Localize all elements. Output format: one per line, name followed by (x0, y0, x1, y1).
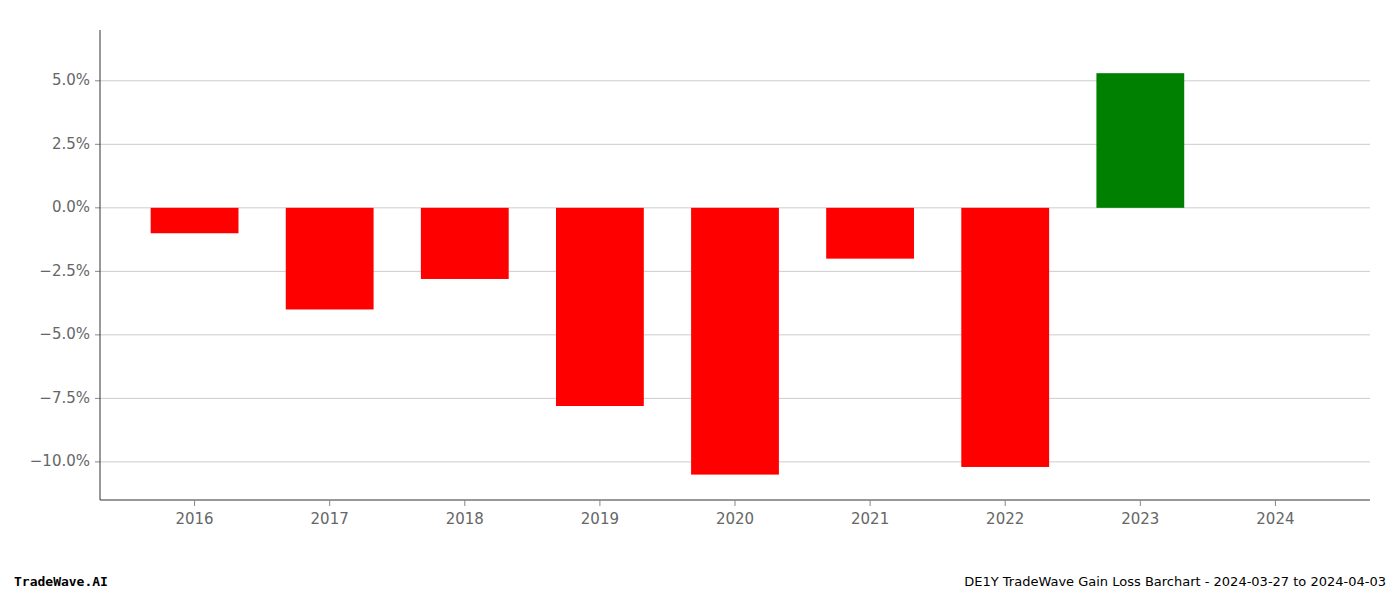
chart-title: DE1Y TradeWave Gain Loss Barchart - 2024… (964, 574, 1386, 589)
y-tick-label: 0.0% (52, 198, 90, 216)
footer-annotation: TradeWave.AI (14, 574, 108, 589)
x-tick (870, 500, 871, 506)
x-tick-label: 2024 (1256, 510, 1294, 528)
y-tick-label: −10.0% (30, 452, 90, 470)
chart-container: −10.0%−7.5%−5.0%−2.5%0.0%2.5%5.0%2016201… (0, 0, 1400, 600)
y-tick (95, 80, 100, 81)
y-tick-label: −7.5% (39, 389, 90, 407)
x-tick-label: 2019 (581, 510, 619, 528)
y-axis-line (100, 30, 101, 500)
bar (1096, 73, 1184, 208)
x-tick-label: 2016 (175, 510, 213, 528)
y-tick-label: −5.0% (39, 325, 90, 343)
bar (691, 208, 779, 475)
bar (151, 208, 239, 233)
x-tick (329, 500, 330, 506)
x-tick-label: 2023 (1121, 510, 1159, 528)
x-tick (1140, 500, 1141, 506)
x-tick (1005, 500, 1006, 506)
bar (421, 208, 509, 279)
y-tick-labels: −10.0% −7.5% −5.0% −2.5% 0.0% 2.5% 5.0% (30, 71, 90, 470)
x-tick-label: 2018 (446, 510, 484, 528)
y-tick (95, 461, 100, 462)
y-tick (95, 271, 100, 272)
y-tick (95, 207, 100, 208)
bars (151, 73, 1185, 474)
y-tick (95, 144, 100, 145)
x-tick (194, 500, 195, 506)
x-ticks: 2016 2017 2018 2019 2020 2021 2022 2023 2024 (175, 500, 1294, 528)
y-tick (95, 334, 100, 335)
y-tick-label: 5.0% (52, 71, 90, 89)
x-tick (464, 500, 465, 506)
y-tick (95, 398, 100, 399)
chart-svg: −10.0%−7.5%−5.0%−2.5%0.0%2.5%5.0%2016201… (0, 0, 1400, 600)
x-tick-label: 2022 (986, 510, 1024, 528)
x-tick (1275, 500, 1276, 506)
bar (286, 208, 374, 310)
x-tick (599, 500, 600, 506)
y-tick-label: −2.5% (39, 262, 90, 280)
bar (961, 208, 1049, 467)
bar (556, 208, 644, 406)
x-tick-label: 2021 (851, 510, 889, 528)
y-tick-label: 2.5% (52, 135, 90, 153)
x-tick (735, 500, 736, 506)
x-tick-label: 2017 (311, 510, 349, 528)
bar (826, 208, 914, 259)
x-tick-label: 2020 (716, 510, 754, 528)
